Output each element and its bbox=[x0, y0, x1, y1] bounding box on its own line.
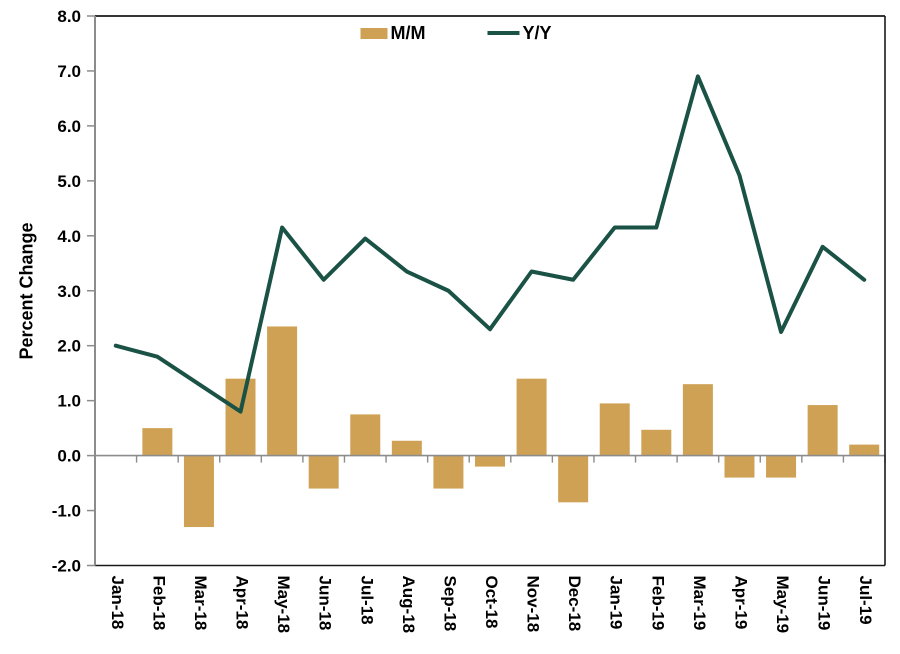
mm-bar-swatch-icon bbox=[360, 27, 388, 39]
x-tick-label: Feb-19 bbox=[648, 576, 667, 631]
x-tick-label: Jan-19 bbox=[607, 576, 626, 630]
x-tick-label: Aug-18 bbox=[399, 576, 418, 634]
y-tick-label: 6.0 bbox=[57, 117, 81, 136]
y-tick-label: 5.0 bbox=[57, 172, 81, 191]
mm-bar bbox=[225, 378, 256, 456]
y-tick-label: 2.0 bbox=[57, 337, 81, 356]
y-tick-label: 7.0 bbox=[57, 62, 81, 81]
yy-line-swatch-icon bbox=[487, 31, 520, 35]
x-tick-label: Jul-18 bbox=[357, 576, 376, 625]
x-tick-label: Apr-19 bbox=[731, 576, 750, 630]
legend-item-mm: M/M bbox=[360, 24, 425, 42]
mm-bar bbox=[433, 455, 464, 489]
x-tick-label: May-18 bbox=[274, 576, 293, 634]
yy-line bbox=[113, 74, 867, 414]
y-tick-label: 0.0 bbox=[57, 447, 81, 466]
x-tick-label: Nov-18 bbox=[524, 576, 543, 633]
x-tick-label: Jun-18 bbox=[316, 576, 335, 631]
chart-legend: M/M Y/Y bbox=[360, 23, 552, 43]
x-tick-label: Feb-18 bbox=[149, 576, 168, 631]
x-tick-label: Oct-18 bbox=[482, 576, 501, 629]
x-tick-label: Sep-18 bbox=[440, 576, 459, 632]
mm-bar bbox=[350, 414, 381, 456]
y-tick-label: 1.0 bbox=[57, 392, 81, 411]
mm-bar bbox=[599, 403, 630, 456]
mm-bar bbox=[807, 405, 838, 456]
y-axis-title: Percent Change bbox=[16, 222, 37, 360]
mm-bar bbox=[766, 455, 797, 478]
legend-item-yy: Y/Y bbox=[487, 23, 552, 43]
mm-bar bbox=[558, 455, 589, 503]
mm-bar bbox=[682, 384, 713, 456]
y-tick-label: -1.0 bbox=[52, 502, 81, 521]
mm-bar bbox=[516, 378, 547, 456]
x-tick-label: May-19 bbox=[773, 576, 792, 634]
x-tick-label: Jan-18 bbox=[108, 576, 127, 630]
legend-label-mm: M/M bbox=[390, 23, 426, 43]
x-tick-label: Dec-18 bbox=[565, 576, 584, 632]
x-tick-label: Jul-19 bbox=[856, 576, 875, 625]
x-tick-label: Apr-18 bbox=[233, 576, 252, 630]
mm-bar bbox=[724, 455, 755, 478]
x-tick-label: Jun-19 bbox=[815, 576, 834, 631]
x-tick-label: Mar-18 bbox=[191, 576, 210, 631]
mm-bar bbox=[142, 428, 173, 456]
y-tick-label: -2.0 bbox=[52, 557, 81, 576]
mm-bar bbox=[391, 440, 422, 456]
mm-bar bbox=[267, 326, 298, 456]
mm-bar bbox=[641, 429, 672, 456]
y-tick-label: 4.0 bbox=[57, 227, 81, 246]
y-tick-label: 3.0 bbox=[57, 282, 81, 301]
mm-bar bbox=[849, 444, 880, 456]
mm-bar bbox=[475, 455, 505, 467]
mm-bar bbox=[308, 455, 339, 489]
y-tick-label: 8.0 bbox=[57, 7, 81, 26]
legend-label-yy: Y/Y bbox=[522, 23, 552, 43]
mm-bar bbox=[183, 455, 214, 528]
x-tick-label: Mar-19 bbox=[690, 576, 709, 631]
